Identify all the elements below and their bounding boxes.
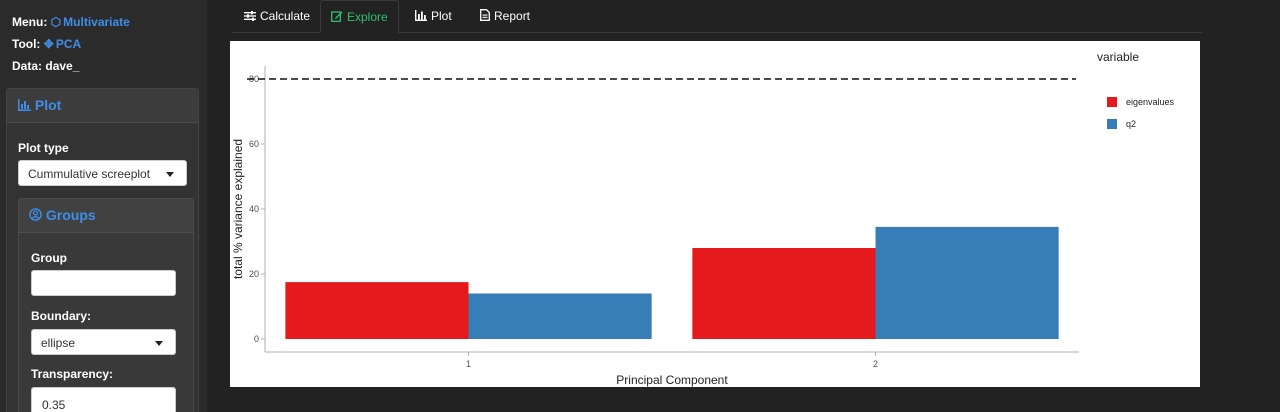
- y-tick-label: 40: [249, 204, 259, 214]
- legend-title: variable: [1097, 50, 1139, 64]
- bar-q2-2: [875, 226, 1059, 339]
- plot-type-label: Plot type: [18, 141, 69, 155]
- plot-panel: Plot Plot type Cummulative screeplot: [6, 88, 199, 412]
- x-axis-title: Principal Component: [616, 373, 728, 387]
- groups-panel-header[interactable]: Groups: [19, 199, 193, 233]
- tab-plot-label: Plot: [431, 9, 452, 23]
- chevron-down-icon: [155, 341, 163, 346]
- x-tick-label: 1: [466, 359, 471, 369]
- tab-calculate-label: Calculate: [260, 9, 311, 23]
- plot-panel-header[interactable]: Plot: [7, 89, 198, 123]
- tab-explore[interactable]: Explore: [320, 0, 399, 33]
- data-label: Data:: [12, 59, 43, 73]
- transparency-value: 0.35: [42, 398, 66, 412]
- user-circle-icon: [29, 208, 42, 221]
- arrows-icon: ✥: [43, 37, 54, 51]
- group-label: Group: [31, 251, 67, 265]
- boundary-label: Boundary:: [31, 309, 91, 323]
- menu-label: Menu:: [12, 15, 48, 29]
- legend-label-eigenvalues: eigenvalues: [1126, 97, 1175, 107]
- groups-panel-title: Groups: [29, 207, 96, 223]
- boundary-select[interactable]: ellipse: [31, 329, 176, 355]
- tool-value: PCA: [55, 37, 82, 51]
- y-tick-label: 20: [249, 269, 259, 279]
- bar-eigenvalues-1: [285, 282, 469, 339]
- menu-line: Menu: ⬡ Multivariate: [12, 15, 130, 29]
- sliders-icon: [244, 11, 256, 21]
- data-line: Data: dave_: [12, 59, 79, 73]
- boundary-value: ellipse: [41, 336, 76, 350]
- edit-icon: [331, 11, 343, 22]
- groups-panel-title-text: Groups: [45, 207, 96, 223]
- plot-output: 0 20 40 60 80 1 2 Principal Component total % va…: [230, 41, 1200, 387]
- legend-swatch-q2: [1107, 119, 1117, 129]
- bar-chart-icon: [18, 99, 31, 111]
- bar-chart-icon: [415, 10, 427, 21]
- plot-type-select[interactable]: Cummulative screeplot: [18, 160, 187, 186]
- tool-link[interactable]: ✥ PCA: [44, 37, 81, 51]
- y-tick-label: 60: [249, 139, 259, 149]
- groups-panel: Groups Group Boundary: ellipse Transpare…: [18, 198, 194, 412]
- y-tick-label: 0: [254, 334, 259, 344]
- legend-label-q2: q2: [1126, 119, 1136, 129]
- tab-explore-label: Explore: [347, 10, 388, 24]
- menu-link[interactable]: ⬡ Multivariate: [51, 15, 130, 29]
- legend-swatch-eigenvalues: [1107, 97, 1117, 107]
- main-content: Calculate Explore Plot: [207, 0, 1280, 412]
- file-icon: [480, 9, 490, 21]
- bar-q2-1: [468, 293, 652, 339]
- sidebar: Menu: ⬡ Multivariate Tool: ✥ PCA Data: dav…: [0, 0, 207, 412]
- cubes-icon: ⬡: [50, 15, 62, 29]
- bar-eigenvalues-2: [692, 248, 876, 339]
- plot-panel-title: Plot: [17, 97, 61, 113]
- chevron-down-icon: [166, 172, 174, 177]
- x-tick-label: 2: [873, 359, 878, 369]
- transparency-label: Transparency:: [31, 367, 114, 381]
- menu-value: Multivariate: [63, 15, 130, 29]
- tab-report-label: Report: [494, 9, 531, 23]
- group-input[interactable]: [31, 270, 176, 296]
- tab-plot[interactable]: Plot: [405, 0, 462, 33]
- plot-panel-title-text: Plot: [34, 97, 62, 113]
- y-axis-title: total % variance explained: [231, 139, 245, 279]
- transparency-input[interactable]: 0.35: [31, 387, 176, 412]
- tab-calculate[interactable]: Calculate: [234, 0, 320, 33]
- tool-label: Tool:: [12, 37, 41, 51]
- tab-report[interactable]: Report: [470, 0, 540, 33]
- tab-bar: Calculate Explore Plot: [232, 0, 1202, 33]
- plot-type-value: Cummulative screeplot: [28, 167, 151, 181]
- data-value: dave_: [45, 59, 80, 73]
- tool-line: Tool: ✥ PCA: [12, 37, 81, 51]
